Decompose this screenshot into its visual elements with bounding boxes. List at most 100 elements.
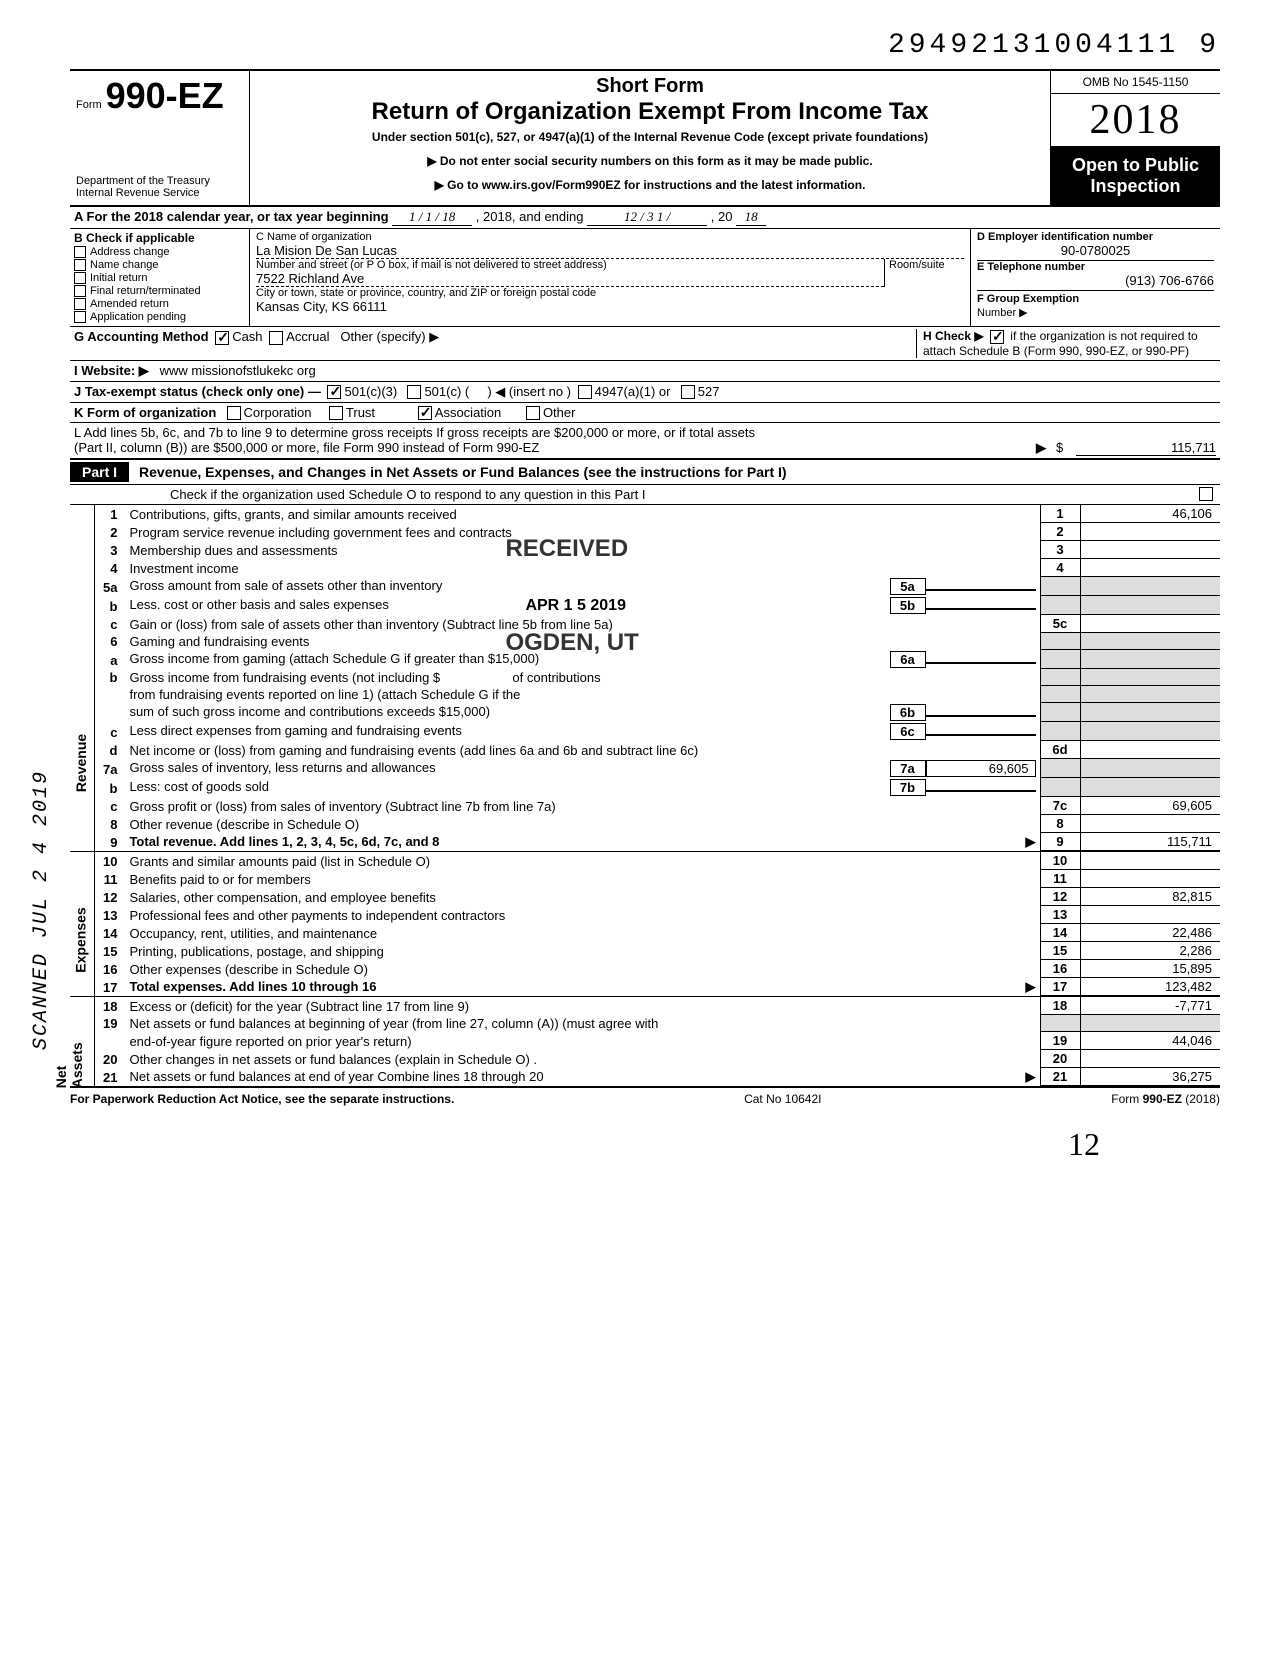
check-4947[interactable] bbox=[578, 385, 592, 399]
subtitle: Under section 501(c), 527, or 4947(a)(1)… bbox=[260, 130, 1040, 144]
line-5b: bLess. cost or other basis and sales exp… bbox=[95, 596, 1220, 615]
E-label: E Telephone number bbox=[977, 261, 1214, 273]
line-16: 16Other expenses (describe in Schedule O… bbox=[95, 960, 1220, 978]
part1-check-text: Check if the organization used Schedule … bbox=[170, 487, 1196, 502]
doc-id-num: 29492131004111 bbox=[888, 30, 1179, 61]
website-value: www missionofstlukekc org bbox=[160, 363, 316, 378]
line-8: 8Other revenue (describe in Schedule O)8 bbox=[95, 815, 1220, 833]
row-J: J Tax-exempt status (check only one) — 5… bbox=[70, 382, 1220, 403]
netassets-table-wrap: Net Assets 18Excess or (deficit) for the… bbox=[70, 996, 1220, 1086]
check-schedule-o[interactable] bbox=[1199, 487, 1213, 501]
dept-treasury: Department of the Treasury bbox=[76, 175, 243, 187]
row-K: K Form of organization Corporation Trust… bbox=[70, 403, 1220, 424]
page-number-hand: 12 bbox=[70, 1126, 1220, 1163]
line-18: 18Excess or (deficit) for the year (Subt… bbox=[95, 997, 1220, 1015]
line-7a: 7aGross sales of inventory, less returns… bbox=[95, 759, 1220, 778]
vlabel-netassets: Net Assets bbox=[53, 1038, 85, 1088]
part1-header: Part I Revenue, Expenses, and Changes in… bbox=[70, 458, 1220, 485]
part1-title: Revenue, Expenses, and Changes in Net As… bbox=[139, 464, 787, 480]
date-stamp: APR 1 5 2019 bbox=[525, 597, 626, 615]
form-number: 990-EZ bbox=[106, 75, 224, 116]
expenses-table-wrap: Expenses 10Grants and similar amounts pa… bbox=[70, 851, 1220, 996]
check-amended[interactable]: Amended return bbox=[74, 298, 245, 310]
check-corp[interactable] bbox=[227, 406, 241, 420]
line-10: 10Grants and similar amounts paid (list … bbox=[95, 852, 1220, 870]
check-initial-return[interactable]: Initial return bbox=[74, 272, 245, 284]
line-6b-3: sum of such gross income and contributio… bbox=[95, 703, 1220, 722]
check-application-pending[interactable]: Application pending bbox=[74, 311, 245, 323]
B-label: B Check if applicable bbox=[74, 231, 245, 245]
row-G-H: G Accounting Method Cash Accrual Other (… bbox=[70, 327, 1220, 361]
line-4: 4Investment income4 bbox=[95, 559, 1220, 577]
C-name-label: C Name of organization bbox=[256, 231, 964, 243]
telephone-value: (913) 706-6766 bbox=[977, 273, 1214, 288]
line-2: 2Program service revenue including gover… bbox=[95, 523, 1220, 541]
tax-year: 2018 bbox=[1051, 94, 1220, 147]
vlabel-revenue: Revenue bbox=[73, 734, 89, 792]
line-6a: aGross income from gaming (attach Schedu… bbox=[95, 650, 1220, 669]
scanned-stamp: SCANNED JUL 2 4 2019 bbox=[30, 770, 53, 1050]
line-17: 17Total expenses. Add lines 10 through 1… bbox=[95, 978, 1220, 996]
ogden-stamp: OGDEN, UT bbox=[505, 629, 638, 657]
received-stamp: RECEIVED bbox=[505, 535, 628, 563]
netassets-table: 18Excess or (deficit) for the year (Subt… bbox=[95, 997, 1220, 1086]
row-A: A For the 2018 calendar year, or tax yea… bbox=[70, 207, 1220, 229]
check-accrual[interactable] bbox=[269, 331, 283, 345]
line-7b: bLess: cost of goods sold 7b bbox=[95, 778, 1220, 797]
G-label: G Accounting Method bbox=[74, 329, 209, 344]
check-assoc[interactable] bbox=[418, 406, 432, 420]
room-label: Room/suite bbox=[889, 259, 964, 271]
form-prefix: Form bbox=[76, 99, 102, 111]
line-14: 14Occupancy, rent, utilities, and mainte… bbox=[95, 924, 1220, 942]
org-name: La Mision De San Lucas bbox=[256, 243, 964, 259]
expenses-table: 10Grants and similar amounts paid (list … bbox=[95, 852, 1220, 996]
short-form-label: Short Form bbox=[260, 75, 1040, 98]
year-end-yy: 18 bbox=[736, 209, 766, 226]
check-name-change[interactable]: Name change bbox=[74, 259, 245, 271]
vlabel-expenses: Expenses bbox=[73, 908, 89, 973]
line-13: 13Professional fees and other payments t… bbox=[95, 906, 1220, 924]
dept-irs: Internal Revenue Service bbox=[76, 187, 243, 199]
check-final-return[interactable]: Final return/terminated bbox=[74, 285, 245, 297]
check-address-change[interactable]: Address change bbox=[74, 246, 245, 258]
revenue-table-wrap: Revenue 1Contributions, gifts, grants, a… bbox=[70, 505, 1220, 851]
year-begin: 1 / 1 / 18 bbox=[392, 209, 472, 226]
H-label: H Check ▶ bbox=[923, 329, 984, 343]
org-address: 7522 Richland Ave bbox=[256, 271, 884, 287]
line-15: 15Printing, publications, postage, and s… bbox=[95, 942, 1220, 960]
C-city-label: City or town, state or province, country… bbox=[256, 287, 964, 299]
ssn-note: ▶ Do not enter social security numbers o… bbox=[260, 154, 1040, 168]
omb-number: OMB No 1545-1150 bbox=[1051, 71, 1220, 94]
check-H[interactable] bbox=[990, 330, 1004, 344]
K-label: K Form of organization bbox=[74, 405, 216, 420]
F-label: F Group Exemption bbox=[977, 293, 1079, 305]
open-public-badge: Open to Public Inspection bbox=[1051, 147, 1220, 205]
line-7c: cGross profit or (loss) from sales of in… bbox=[95, 797, 1220, 815]
check-527[interactable] bbox=[681, 385, 695, 399]
line-3: 3Membership dues and assessments RECEIVE… bbox=[95, 541, 1220, 559]
doc-id-suffix: 9 bbox=[1199, 30, 1220, 61]
check-501c3[interactable] bbox=[327, 385, 341, 399]
row-A-label: A For the 2018 calendar year, or tax yea… bbox=[74, 209, 389, 224]
line-6c: cLess direct expenses from gaming and fu… bbox=[95, 722, 1220, 741]
row-A-mid: , 2018, and ending bbox=[476, 209, 584, 224]
G-other: Other (specify) ▶ bbox=[340, 329, 439, 344]
F-label2: Number ▶ bbox=[977, 307, 1028, 319]
J-label: J Tax-exempt status (check only one) — bbox=[74, 384, 321, 399]
year-end: 12 / 3 1 / bbox=[587, 209, 707, 226]
line-5c: cGain or (loss) from sale of assets othe… bbox=[95, 615, 1220, 633]
L-text1: L Add lines 5b, 6c, and 7b to line 9 to … bbox=[74, 425, 1216, 440]
org-city: Kansas City, KS 66111 bbox=[256, 299, 964, 314]
C-addr-label: Number and street (or P O box, if mail i… bbox=[256, 259, 884, 271]
check-other-org[interactable] bbox=[526, 406, 540, 420]
check-trust[interactable] bbox=[329, 406, 343, 420]
line-9: 9Total revenue. Add lines 1, 2, 3, 4, 5c… bbox=[95, 833, 1220, 851]
L-arrow: ▶ bbox=[1036, 440, 1046, 455]
check-501c[interactable] bbox=[407, 385, 421, 399]
check-cash[interactable] bbox=[215, 331, 229, 345]
footer-mid: Cat No 10642I bbox=[744, 1092, 821, 1106]
main-title: Return of Organization Exempt From Incom… bbox=[260, 98, 1040, 126]
line-19-1: 19Net assets or fund balances at beginni… bbox=[95, 1015, 1220, 1032]
L-dollar: $ bbox=[1056, 440, 1076, 456]
line-21: 21Net assets or fund balances at end of … bbox=[95, 1068, 1220, 1086]
